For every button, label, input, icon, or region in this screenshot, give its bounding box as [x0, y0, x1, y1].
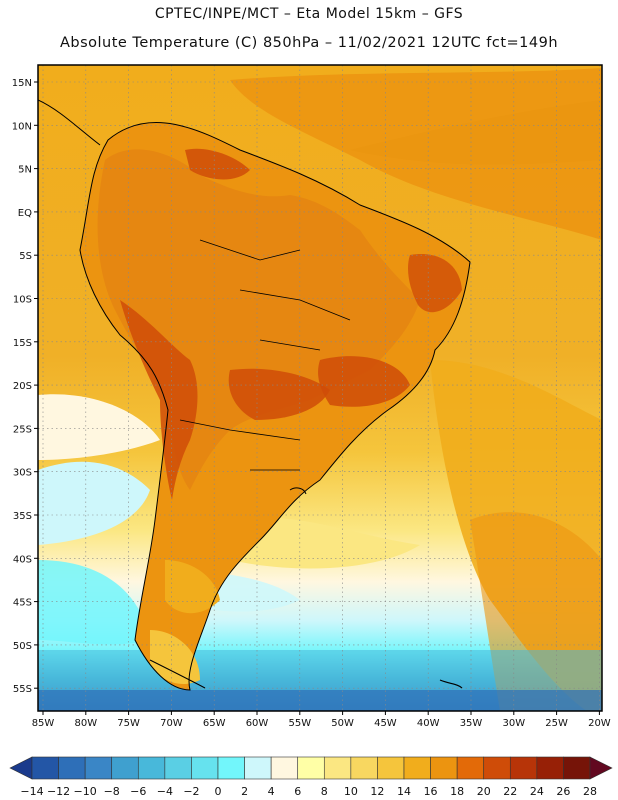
colorbar-label: 18 — [450, 785, 464, 798]
colorbar-label: 4 — [268, 785, 275, 798]
colorbar-bin — [456, 756, 485, 780]
colorbar-bin — [58, 756, 86, 780]
lon-label: 80W — [74, 718, 97, 729]
colorbar-label: 6 — [294, 785, 301, 798]
colorbar-label: 26 — [556, 785, 570, 798]
lat-label: EQ — [18, 208, 32, 219]
lat-label: 50S — [13, 641, 32, 652]
map-frame — [37, 64, 603, 712]
lon-label: 60W — [246, 718, 269, 729]
colorbar-min-arrow — [9, 756, 33, 780]
colorbar-label: 22 — [503, 785, 517, 798]
colorbar-label: 12 — [370, 785, 384, 798]
lon-label: 85W — [32, 718, 55, 729]
colorbar-labels: −14 −12 −10 −8 −6 −4 −2 0 2 4 6 8 10 12 14 16 18 20 22 24 26… — [20, 785, 597, 798]
lon-label: 65W — [203, 718, 226, 729]
lat-label: 10N — [12, 121, 32, 132]
lon-label: 20W — [588, 718, 611, 729]
colorbar-bin — [377, 756, 405, 780]
colorbar-bin — [84, 756, 113, 780]
lat-label: 40S — [13, 554, 32, 565]
colorbar-label: 28 — [583, 785, 597, 798]
lat-label: 15N — [12, 78, 32, 89]
colorbar-bin — [244, 756, 272, 780]
colorbar-bin — [536, 756, 564, 780]
colorbar-bin — [297, 756, 325, 780]
colorbar-bin — [483, 756, 511, 780]
lon-label: 50W — [331, 718, 354, 729]
colorbar-label: −6 — [130, 785, 146, 798]
lon-label: 30W — [502, 718, 525, 729]
temperature-field — [38, 65, 602, 711]
lat-label: 15S — [13, 338, 32, 349]
lon-label: 70W — [160, 718, 183, 729]
lon-label: 55W — [288, 718, 311, 729]
colorbar-bin — [217, 756, 245, 780]
lat-label: 30S — [13, 468, 32, 479]
colorbar-bin — [270, 756, 299, 780]
colorbar-label: 20 — [477, 785, 491, 798]
colorbar-label: −14 — [20, 785, 43, 798]
colorbar-bin — [350, 756, 378, 780]
colorbar — [9, 756, 613, 780]
lat-label: 25S — [13, 424, 32, 435]
lat-label: 20S — [13, 381, 32, 392]
colorbar-label: −12 — [47, 785, 70, 798]
colorbar-bin — [403, 756, 431, 780]
colorbar-label: 10 — [344, 785, 358, 798]
colorbar-label: 24 — [530, 785, 544, 798]
lat-label: 55S — [13, 684, 32, 695]
lat-label: 35S — [13, 511, 32, 522]
colorbar-bin — [31, 756, 59, 780]
lon-label: 35W — [460, 718, 483, 729]
colorbar-label: −8 — [104, 785, 120, 798]
lon-label: 25W — [545, 718, 568, 729]
lat-label: 10S — [13, 295, 32, 306]
colorbar-bin — [563, 756, 591, 780]
lat-label: 5S — [19, 251, 32, 262]
lon-label: 75W — [117, 718, 140, 729]
colorbar-bin — [191, 756, 219, 780]
map-title-line1: CPTEC/INPE/MCT – Eta Model 15km – GFS — [154, 6, 464, 22]
coastline — [38, 99, 471, 691]
latitude-labels: 15N 10N 5N EQ 5S 10S 15S 20S 25S 30S 35S 40S 45S 50S 5… — [12, 78, 38, 695]
colorbar-label: −4 — [157, 785, 173, 798]
colorbar-bin — [164, 756, 192, 780]
colorbar-label: 14 — [397, 785, 411, 798]
map-title-line2: Absolute Temperature (C) 850hPa – 11/02/… — [59, 35, 559, 51]
colorbar-label: 2 — [241, 785, 248, 798]
colorbar-label: 16 — [424, 785, 438, 798]
colorbar-label: −2 — [183, 785, 199, 798]
colorbar-bin — [111, 756, 139, 780]
colorbar-bin — [509, 756, 538, 780]
lat-label: 5N — [18, 165, 32, 176]
lat-label: 45S — [13, 598, 32, 609]
colorbar-label: 0 — [215, 785, 222, 798]
colorbar-label: −10 — [74, 785, 97, 798]
longitude-labels: 85W 80W 75W 70W 65W 60W 55W 50W 45W 40W 35W 30W 25W 2… — [32, 711, 611, 729]
colorbar-bin — [430, 756, 458, 780]
colorbar-bin — [137, 756, 166, 780]
colorbar-label: 8 — [321, 785, 328, 798]
lon-label: 40W — [417, 718, 440, 729]
colorbar-max-arrow — [589, 756, 613, 780]
colorbar-bin — [323, 756, 352, 780]
lon-label: 45W — [374, 718, 397, 729]
